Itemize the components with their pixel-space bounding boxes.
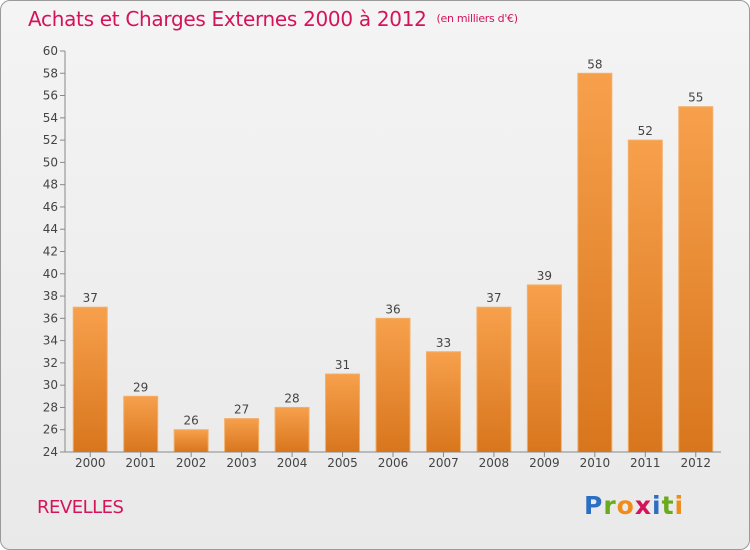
- x-tick-label: 2007: [428, 456, 459, 470]
- y-tick-label: 40: [43, 267, 58, 281]
- bar: [577, 72, 613, 453]
- y-tick-label: 54: [43, 111, 58, 125]
- y-tick-label: 46: [43, 200, 58, 214]
- bar-value-label: 31: [335, 358, 350, 372]
- bar-value-label: 26: [184, 414, 199, 428]
- y-tick-label: 56: [43, 89, 58, 103]
- bar: [72, 306, 108, 453]
- bar: [425, 351, 461, 453]
- x-tick-label: 2004: [277, 456, 308, 470]
- x-tick-label: 2008: [479, 456, 510, 470]
- bar: [375, 317, 411, 453]
- logo-letter: r: [603, 491, 617, 520]
- bar: [123, 395, 159, 453]
- x-tick-label: 2010: [580, 456, 611, 470]
- bars: 37 29 26 27 28 31 36 33 37 39 58 52 55: [72, 57, 714, 453]
- x-tick-label: 2005: [327, 456, 358, 470]
- bar-value-label: 29: [133, 380, 148, 394]
- y-tick-label: 42: [43, 245, 58, 259]
- unit-label: (en milliers d'€): [436, 12, 518, 25]
- place-name: REVELLES: [37, 497, 124, 518]
- bar-value-label: 37: [83, 291, 98, 305]
- y-tick-label: 36: [43, 311, 58, 325]
- bar: [325, 373, 361, 453]
- x-tick-label: 2002: [176, 456, 207, 470]
- bar: [274, 406, 310, 453]
- logo-letter: P: [584, 491, 604, 520]
- y-tick-label: 34: [43, 334, 58, 348]
- logo-letter: t: [661, 491, 675, 520]
- bar: [627, 139, 663, 453]
- chart-title: Achats et Charges Externes 2000 à 2012 (e…: [28, 7, 518, 31]
- bar-value-label: 28: [284, 391, 299, 405]
- y-tick-label: 28: [43, 400, 58, 414]
- bar-value-label: 27: [234, 403, 249, 417]
- y-tick-label: 60: [43, 44, 58, 58]
- bar-value-label: 55: [688, 91, 703, 105]
- y-axis: 24 26 28 30 32 34 36 38 40 42 44 46 48 50 52 54 56 58 60: [43, 44, 66, 459]
- y-tick-label: 26: [43, 423, 58, 437]
- x-tick-label: 2001: [125, 456, 156, 470]
- x-tick-label: 2006: [378, 456, 409, 470]
- y-tick-label: 38: [43, 289, 58, 303]
- bar: [173, 429, 209, 453]
- bar-value-label: 52: [638, 124, 653, 138]
- title-text: Achats et Charges Externes 2000 à 2012: [28, 7, 427, 31]
- bar: [526, 284, 562, 453]
- bar-value-label: 39: [537, 269, 552, 283]
- y-tick-label: 48: [43, 178, 58, 192]
- logo-letter: x: [634, 491, 652, 520]
- bar-value-label: 33: [436, 336, 451, 350]
- logo-letter: i: [674, 491, 685, 520]
- bar-value-label: 58: [587, 57, 602, 71]
- logo-letter: i: [652, 491, 662, 520]
- y-tick-label: 32: [43, 356, 58, 370]
- bar-value-label: 37: [486, 291, 501, 305]
- y-tick-label: 52: [43, 133, 58, 147]
- y-tick-label: 50: [43, 155, 58, 169]
- y-tick-label: 30: [43, 378, 58, 392]
- x-tick-label: 2011: [630, 456, 661, 470]
- bar-value-label: 36: [385, 302, 400, 316]
- y-tick-label: 44: [43, 222, 58, 236]
- y-tick-label: 24: [43, 445, 58, 459]
- bar: [476, 306, 512, 453]
- proxiti-logo: Proxiti: [584, 491, 684, 520]
- x-tick-label: 2012: [680, 456, 711, 470]
- y-tick-label: 58: [43, 66, 58, 80]
- bar: [678, 106, 714, 453]
- x-tick-label: 2000: [75, 456, 106, 470]
- x-tick-label: 2009: [529, 456, 560, 470]
- x-tick-label: 2003: [226, 456, 257, 470]
- x-axis: 2000 2001 2002 2003 2004 2005 2006 2007 2008 2009…: [65, 451, 721, 470]
- bar: [224, 418, 260, 453]
- logo-letter: o: [616, 491, 635, 520]
